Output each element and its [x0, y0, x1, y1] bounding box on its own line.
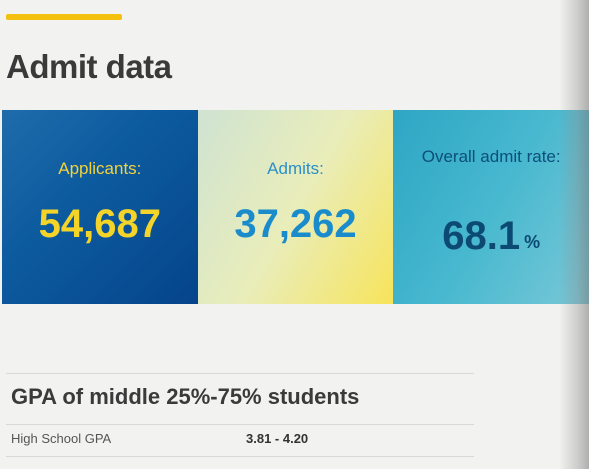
gpa-row-label: High School GPA	[11, 431, 112, 446]
admits-value: 37,262	[234, 202, 357, 246]
admit-rate-card: Overall admit rate: 68.1%	[393, 110, 589, 304]
applicants-value: 54,687	[38, 202, 161, 246]
admits-label: Admits:	[267, 159, 324, 178]
admit-rate-unit: %	[524, 232, 541, 252]
applicants-label: Applicants:	[58, 159, 142, 178]
gpa-title: GPA of middle 25%-75% students	[11, 384, 360, 409]
admit-rate-value: 68.1	[442, 214, 521, 258]
edge-shadow	[559, 0, 589, 469]
divider	[6, 373, 474, 374]
admit-rate-label: Overall admit rate:	[421, 147, 561, 166]
accent-bar	[6, 14, 122, 20]
applicants-card: Applicants: 54,687	[2, 110, 198, 304]
divider	[6, 456, 474, 457]
admit-stats: Applicants: 54,687 Admits: 37,262 Overal…	[2, 110, 589, 304]
admits-card: Admits: 37,262	[197, 110, 394, 304]
divider	[6, 424, 474, 425]
gpa-row-value: 3.81 - 4.20	[246, 431, 309, 446]
admit-rate-figure: 68.1%	[393, 214, 589, 258]
section-title: Admit data	[6, 48, 172, 85]
